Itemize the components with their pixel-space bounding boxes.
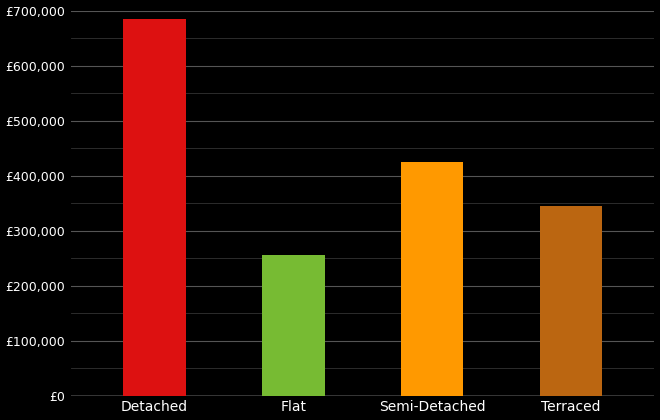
Bar <box>401 162 463 396</box>
Bar <box>262 255 325 396</box>
Bar <box>540 206 603 396</box>
Bar <box>123 19 185 396</box>
